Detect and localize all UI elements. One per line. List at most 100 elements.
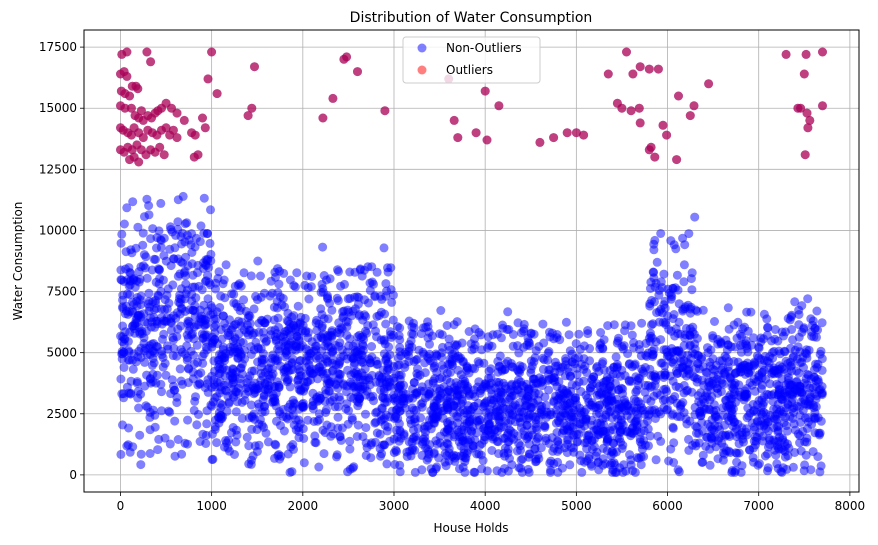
non-outlier-point <box>468 441 478 451</box>
non-outlier-point <box>690 349 700 359</box>
non-outlier-point <box>267 288 277 298</box>
non-outlier-point <box>268 369 278 379</box>
outlier-point <box>172 108 182 118</box>
non-outlier-point <box>531 346 541 356</box>
outlier-point <box>805 115 815 125</box>
non-outlier-point <box>806 327 816 337</box>
outlier-point <box>802 108 812 118</box>
non-outlier-point <box>622 411 632 420</box>
non-outlier-point <box>237 413 247 423</box>
non-outlier-point <box>136 389 146 399</box>
non-outlier-point <box>364 354 374 364</box>
non-outlier-point <box>771 450 781 460</box>
non-outlier-point <box>437 372 447 382</box>
non-outlier-point <box>276 361 286 371</box>
non-outlier-point <box>794 320 804 330</box>
non-outlier-point <box>386 330 396 340</box>
non-outlier-point <box>176 321 186 331</box>
outlier-point <box>328 93 338 103</box>
non-outlier-point <box>602 398 611 407</box>
non-outlier-point <box>228 423 238 432</box>
non-outlier-point <box>342 399 352 409</box>
non-outlier-point <box>327 305 337 315</box>
non-outlier-point <box>318 359 328 369</box>
non-outlier-point <box>173 217 183 227</box>
non-outlier-point <box>310 431 320 441</box>
non-outlier-point <box>230 450 239 459</box>
non-outlier-point <box>660 361 670 371</box>
non-outlier-point <box>231 437 241 447</box>
non-outlier-point <box>451 341 461 351</box>
non-outlier-point <box>547 374 556 383</box>
non-outlier-point <box>732 333 742 343</box>
non-outlier-point <box>524 449 534 459</box>
non-outlier-point <box>148 297 158 307</box>
non-outlier-point <box>247 424 257 434</box>
non-outlier-point <box>173 308 182 318</box>
non-outlier-point <box>360 364 370 374</box>
non-outlier-point <box>165 439 175 449</box>
non-outlier-point <box>692 334 702 343</box>
non-outlier-point <box>409 356 419 366</box>
non-outlier-point <box>749 333 759 343</box>
non-outlier-point <box>566 412 576 422</box>
non-outlier-point <box>656 229 666 238</box>
non-outlier-point <box>363 262 373 272</box>
non-outlier-point <box>646 331 656 341</box>
non-outlier-point <box>406 336 416 346</box>
non-outlier-point <box>449 320 459 330</box>
non-outlier-point <box>118 290 128 300</box>
non-outlier-point <box>221 436 231 445</box>
outlier-point <box>653 64 663 74</box>
non-outlier-point <box>698 450 708 460</box>
non-outlier-point <box>364 298 373 308</box>
non-outlier-point <box>494 449 504 459</box>
non-outlier-point <box>552 409 562 419</box>
non-outlier-point <box>759 407 768 417</box>
non-outlier-point <box>794 332 804 342</box>
y-tick-label: 7500 <box>46 285 77 299</box>
non-outlier-point <box>687 285 697 295</box>
non-outlier-point <box>119 363 129 372</box>
non-outlier-point <box>513 318 523 328</box>
y-tick-label: 0 <box>69 468 77 482</box>
non-outlier-point <box>778 463 788 473</box>
non-outlier-point <box>183 353 192 363</box>
non-outlier-point <box>478 402 488 412</box>
non-outlier-point <box>450 456 460 466</box>
non-outlier-point <box>116 449 126 459</box>
non-outlier-point <box>271 440 281 450</box>
non-outlier-point <box>579 376 589 386</box>
non-outlier-point <box>418 323 428 333</box>
non-outlier-point <box>801 450 811 460</box>
non-outlier-point <box>379 243 389 253</box>
non-outlier-point <box>270 353 280 363</box>
non-outlier-point <box>294 433 304 443</box>
non-outlier-point <box>671 244 681 254</box>
non-outlier-point <box>273 344 283 354</box>
non-outlier-point <box>314 409 324 419</box>
non-outlier-point <box>653 431 663 441</box>
non-outlier-point <box>244 459 254 469</box>
non-outlier-point <box>293 301 303 311</box>
non-outlier-point <box>553 467 563 477</box>
outlier-point <box>644 64 654 74</box>
y-tick-label: 12500 <box>39 162 77 176</box>
non-outlier-point <box>414 345 424 355</box>
non-outlier-point <box>563 435 573 445</box>
non-outlier-point <box>268 390 278 400</box>
legend-label-non-outliers: Non-Outliers <box>446 41 522 55</box>
x-tick-label: 1000 <box>196 499 227 513</box>
non-outlier-point <box>723 303 733 313</box>
non-outlier-point <box>765 379 775 389</box>
non-outlier-point <box>170 416 180 426</box>
non-outlier-point <box>291 342 301 352</box>
non-outlier-point <box>308 388 318 398</box>
non-outlier-point <box>620 320 630 330</box>
non-outlier-point <box>157 346 167 356</box>
non-outlier-point <box>649 273 659 283</box>
non-outlier-point <box>676 400 686 410</box>
non-outlier-point <box>256 271 265 281</box>
non-outlier-point <box>442 438 452 448</box>
non-outlier-point <box>484 366 494 376</box>
